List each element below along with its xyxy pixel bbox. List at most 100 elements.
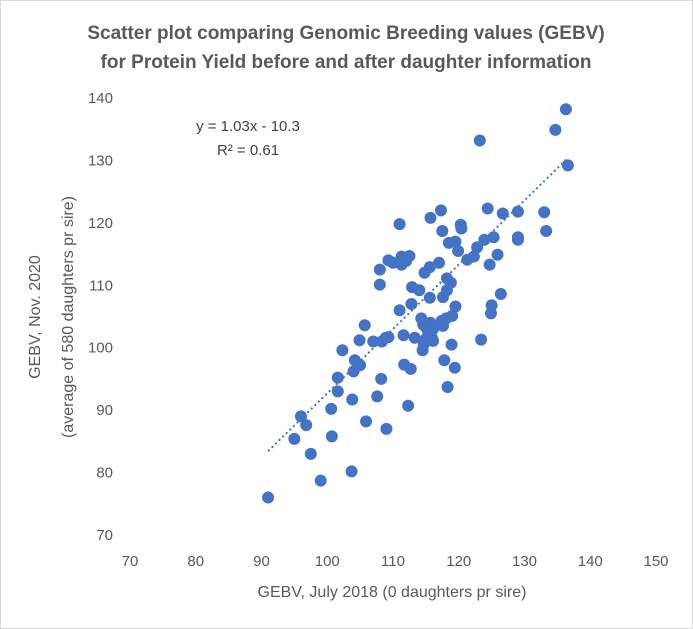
x-axis-title: GEBV, July 2018 (0 daughters pr sire) (258, 584, 527, 601)
data-point (371, 390, 384, 403)
x-tick-label: 130 (512, 553, 537, 570)
data-point (262, 491, 275, 504)
data-point (294, 410, 307, 423)
data-point (325, 430, 338, 443)
y-tick-label: 70 (96, 527, 113, 544)
y-axis-title: GEBV, Nov. 2020 (average of 580 daughter… (27, 196, 77, 438)
data-point (427, 322, 440, 335)
data-point (478, 233, 491, 246)
data-point (300, 419, 313, 432)
data-point (393, 218, 406, 231)
data-point (288, 432, 301, 445)
data-point (449, 300, 462, 313)
data-point (445, 338, 458, 351)
x-tick-label: 100 (315, 553, 340, 570)
data-point (403, 249, 416, 262)
data-point (345, 465, 358, 478)
y-axis-tick-labels: 70 80 90 100 110 120 130 140 (88, 90, 113, 544)
data-point (423, 291, 436, 304)
data-point (358, 319, 371, 332)
y-tick-label: 80 (96, 465, 113, 482)
data-point (441, 381, 454, 394)
data-point (538, 206, 551, 219)
y-tick-label: 140 (88, 90, 113, 107)
data-point (511, 233, 524, 246)
chart-title-line-2: for Protein Yield before and after daugh… (101, 52, 592, 73)
data-point (423, 261, 436, 274)
data-point (467, 250, 480, 263)
data-point (331, 385, 344, 398)
data-point (438, 354, 451, 367)
y-tick-label: 100 (88, 340, 113, 357)
data-point (404, 362, 417, 375)
data-point (446, 309, 459, 322)
data-point (360, 415, 373, 428)
y-tick-label: 130 (88, 152, 113, 169)
data-point (367, 335, 380, 348)
data-points (262, 103, 574, 504)
trendline (267, 157, 568, 452)
x-tick-label: 110 (381, 553, 405, 570)
data-point (436, 224, 449, 237)
trendline-r2-text: R² = 0.61 (217, 142, 279, 159)
data-point (475, 333, 488, 346)
data-point (314, 474, 327, 487)
data-point (511, 205, 524, 218)
data-point (424, 211, 437, 224)
data-point (433, 256, 446, 269)
trendline-equation: y = 1.03x - 10.3 R² = 0.61 (196, 118, 300, 159)
data-point (393, 304, 406, 317)
data-point (397, 329, 410, 342)
x-tick-label: 150 (643, 553, 668, 570)
y-axis-title-line-1: GEBV, Nov. 2020 (27, 255, 44, 379)
data-point (473, 134, 486, 147)
data-point (487, 231, 500, 244)
data-point (353, 334, 366, 347)
x-tick-label: 80 (187, 553, 204, 570)
x-tick-label: 140 (578, 553, 603, 570)
x-tick-label: 90 (253, 553, 270, 570)
data-point (452, 244, 465, 257)
data-point (331, 371, 344, 384)
data-point (449, 235, 462, 248)
y-tick-label: 110 (89, 277, 113, 294)
data-point (448, 361, 461, 374)
data-point (496, 207, 509, 220)
x-axis-tick-labels: 70 80 90 100 110 120 130 140 150 (122, 553, 669, 570)
data-point (444, 276, 457, 289)
x-tick-label: 70 (122, 553, 139, 570)
y-axis-title-line-2: (average of 580 daughters pr sire) (60, 196, 77, 438)
chart-title: Scatter plot comparing Genomic Breeding … (87, 23, 604, 73)
data-point (380, 422, 393, 435)
data-point (455, 222, 468, 235)
x-tick-label: 120 (446, 553, 471, 570)
chart-title-line-1: Scatter plot comparing Genomic Breeding … (87, 23, 604, 44)
data-point (413, 284, 426, 297)
data-point (375, 372, 388, 385)
y-tick-label: 90 (96, 402, 113, 419)
data-point (491, 248, 504, 261)
data-point (485, 299, 498, 312)
data-point (427, 334, 440, 347)
data-point (434, 204, 447, 217)
data-point (373, 263, 386, 276)
data-point (561, 159, 574, 172)
data-point (405, 298, 418, 311)
data-point (304, 447, 317, 460)
data-point (471, 241, 484, 254)
data-point (494, 288, 507, 301)
data-point (559, 103, 572, 116)
data-point (354, 359, 367, 372)
data-point (402, 399, 415, 412)
data-point (540, 224, 553, 237)
data-point (382, 331, 395, 344)
data-point (549, 123, 562, 136)
y-tick-label: 120 (88, 215, 113, 232)
trendline-equation-text: y = 1.03x - 10.3 (196, 118, 300, 135)
data-point (325, 402, 338, 415)
trendline-group (267, 157, 568, 452)
data-point (346, 393, 359, 406)
data-point (373, 278, 386, 291)
